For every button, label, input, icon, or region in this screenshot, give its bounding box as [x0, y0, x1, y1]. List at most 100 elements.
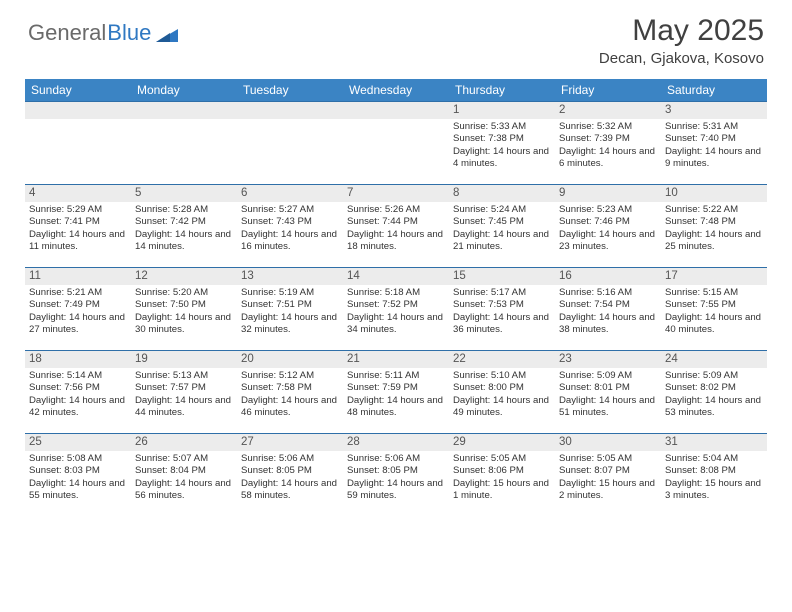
cell-content: Sunrise: 5:05 AMSunset: 8:06 PMDaylight:…: [449, 451, 555, 507]
sunrise-text: Sunrise: 5:11 AM: [347, 370, 445, 382]
cell-content: Sunrise: 5:14 AMSunset: 7:56 PMDaylight:…: [25, 368, 131, 424]
calendar-cell: [237, 102, 343, 184]
calendar-week: 4Sunrise: 5:29 AMSunset: 7:41 PMDaylight…: [25, 184, 767, 267]
brand-logo: GeneralBlue: [28, 20, 178, 46]
daylight-text: Daylight: 15 hours and 1 minute.: [453, 478, 551, 503]
calendar-cell: 11Sunrise: 5:21 AMSunset: 7:49 PMDayligh…: [25, 268, 131, 350]
calendar-cell: 26Sunrise: 5:07 AMSunset: 8:04 PMDayligh…: [131, 434, 237, 516]
cell-content: Sunrise: 5:16 AMSunset: 7:54 PMDaylight:…: [555, 285, 661, 341]
cell-content: Sunrise: 5:20 AMSunset: 7:50 PMDaylight:…: [131, 285, 237, 341]
sunset-text: Sunset: 7:57 PM: [135, 382, 233, 394]
daylight-text: Daylight: 14 hours and 23 minutes.: [559, 229, 657, 254]
day-number: 7: [343, 185, 449, 202]
calendar-cell: 24Sunrise: 5:09 AMSunset: 8:02 PMDayligh…: [661, 351, 767, 433]
day-number: [237, 102, 343, 119]
calendar-cell: 7Sunrise: 5:26 AMSunset: 7:44 PMDaylight…: [343, 185, 449, 267]
day-header: Friday: [555, 79, 661, 101]
calendar-cell: 18Sunrise: 5:14 AMSunset: 7:56 PMDayligh…: [25, 351, 131, 433]
cell-content: Sunrise: 5:29 AMSunset: 7:41 PMDaylight:…: [25, 202, 131, 258]
daylight-text: Daylight: 14 hours and 4 minutes.: [453, 146, 551, 171]
sunrise-text: Sunrise: 5:14 AM: [29, 370, 127, 382]
sunset-text: Sunset: 7:50 PM: [135, 299, 233, 311]
sunset-text: Sunset: 7:52 PM: [347, 299, 445, 311]
sunset-text: Sunset: 7:45 PM: [453, 216, 551, 228]
calendar-cell: 30Sunrise: 5:05 AMSunset: 8:07 PMDayligh…: [555, 434, 661, 516]
sunrise-text: Sunrise: 5:06 AM: [241, 453, 339, 465]
day-number: 30: [555, 434, 661, 451]
cell-content: Sunrise: 5:10 AMSunset: 8:00 PMDaylight:…: [449, 368, 555, 424]
day-number: 16: [555, 268, 661, 285]
calendar-cell: 25Sunrise: 5:08 AMSunset: 8:03 PMDayligh…: [25, 434, 131, 516]
sunset-text: Sunset: 7:40 PM: [665, 133, 763, 145]
day-number: 17: [661, 268, 767, 285]
sunset-text: Sunset: 7:56 PM: [29, 382, 127, 394]
sunrise-text: Sunrise: 5:16 AM: [559, 287, 657, 299]
sunset-text: Sunset: 7:49 PM: [29, 299, 127, 311]
sunset-text: Sunset: 7:54 PM: [559, 299, 657, 311]
cell-content: Sunrise: 5:13 AMSunset: 7:57 PMDaylight:…: [131, 368, 237, 424]
brand-part2: Blue: [107, 20, 151, 46]
calendar-cell: 12Sunrise: 5:20 AMSunset: 7:50 PMDayligh…: [131, 268, 237, 350]
daylight-text: Daylight: 15 hours and 3 minutes.: [665, 478, 763, 503]
sunset-text: Sunset: 7:59 PM: [347, 382, 445, 394]
calendar-cell: 16Sunrise: 5:16 AMSunset: 7:54 PMDayligh…: [555, 268, 661, 350]
daylight-text: Daylight: 14 hours and 44 minutes.: [135, 395, 233, 420]
cell-content: Sunrise: 5:21 AMSunset: 7:49 PMDaylight:…: [25, 285, 131, 341]
day-number: 12: [131, 268, 237, 285]
sunrise-text: Sunrise: 5:32 AM: [559, 121, 657, 133]
day-number: 10: [661, 185, 767, 202]
sunset-text: Sunset: 8:05 PM: [347, 465, 445, 477]
sunrise-text: Sunrise: 5:12 AM: [241, 370, 339, 382]
daylight-text: Daylight: 14 hours and 11 minutes.: [29, 229, 127, 254]
cell-content: Sunrise: 5:08 AMSunset: 8:03 PMDaylight:…: [25, 451, 131, 507]
calendar-week: 25Sunrise: 5:08 AMSunset: 8:03 PMDayligh…: [25, 433, 767, 516]
sunset-text: Sunset: 8:03 PM: [29, 465, 127, 477]
daylight-text: Daylight: 14 hours and 48 minutes.: [347, 395, 445, 420]
day-number: 3: [661, 102, 767, 119]
day-number: 21: [343, 351, 449, 368]
sunrise-text: Sunrise: 5:05 AM: [453, 453, 551, 465]
sunset-text: Sunset: 8:07 PM: [559, 465, 657, 477]
daylight-text: Daylight: 14 hours and 27 minutes.: [29, 312, 127, 337]
sunrise-text: Sunrise: 5:21 AM: [29, 287, 127, 299]
cell-content: Sunrise: 5:15 AMSunset: 7:55 PMDaylight:…: [661, 285, 767, 341]
sunrise-text: Sunrise: 5:24 AM: [453, 204, 551, 216]
cell-content: Sunrise: 5:09 AMSunset: 8:01 PMDaylight:…: [555, 368, 661, 424]
cell-content: Sunrise: 5:12 AMSunset: 7:58 PMDaylight:…: [237, 368, 343, 424]
sunrise-text: Sunrise: 5:33 AM: [453, 121, 551, 133]
cell-content: Sunrise: 5:32 AMSunset: 7:39 PMDaylight:…: [555, 119, 661, 175]
daylight-text: Daylight: 14 hours and 21 minutes.: [453, 229, 551, 254]
sunrise-text: Sunrise: 5:17 AM: [453, 287, 551, 299]
cell-content: Sunrise: 5:05 AMSunset: 8:07 PMDaylight:…: [555, 451, 661, 507]
day-header-row: SundayMondayTuesdayWednesdayThursdayFrid…: [25, 79, 767, 101]
day-number: 4: [25, 185, 131, 202]
calendar-cell: 29Sunrise: 5:05 AMSunset: 8:06 PMDayligh…: [449, 434, 555, 516]
brand-part1: General: [28, 20, 106, 46]
sunrise-text: Sunrise: 5:27 AM: [241, 204, 339, 216]
calendar-cell: 28Sunrise: 5:06 AMSunset: 8:05 PMDayligh…: [343, 434, 449, 516]
calendar-cell: [131, 102, 237, 184]
sunrise-text: Sunrise: 5:04 AM: [665, 453, 763, 465]
day-header: Monday: [131, 79, 237, 101]
daylight-text: Daylight: 14 hours and 36 minutes.: [453, 312, 551, 337]
cell-content: Sunrise: 5:23 AMSunset: 7:46 PMDaylight:…: [555, 202, 661, 258]
cell-content: Sunrise: 5:04 AMSunset: 8:08 PMDaylight:…: [661, 451, 767, 507]
calendar-grid: SundayMondayTuesdayWednesdayThursdayFrid…: [25, 79, 767, 516]
cell-content: Sunrise: 5:24 AMSunset: 7:45 PMDaylight:…: [449, 202, 555, 258]
day-number: 26: [131, 434, 237, 451]
daylight-text: Daylight: 15 hours and 2 minutes.: [559, 478, 657, 503]
sunset-text: Sunset: 7:51 PM: [241, 299, 339, 311]
calendar-week: 11Sunrise: 5:21 AMSunset: 7:49 PMDayligh…: [25, 267, 767, 350]
day-number: 6: [237, 185, 343, 202]
day-header: Sunday: [25, 79, 131, 101]
sunrise-text: Sunrise: 5:22 AM: [665, 204, 763, 216]
cell-content: Sunrise: 5:27 AMSunset: 7:43 PMDaylight:…: [237, 202, 343, 258]
cell-content: Sunrise: 5:11 AMSunset: 7:59 PMDaylight:…: [343, 368, 449, 424]
cell-content: Sunrise: 5:17 AMSunset: 7:53 PMDaylight:…: [449, 285, 555, 341]
calendar-cell: [25, 102, 131, 184]
sunrise-text: Sunrise: 5:05 AM: [559, 453, 657, 465]
cell-content: Sunrise: 5:28 AMSunset: 7:42 PMDaylight:…: [131, 202, 237, 258]
calendar-cell: 5Sunrise: 5:28 AMSunset: 7:42 PMDaylight…: [131, 185, 237, 267]
day-number: 18: [25, 351, 131, 368]
cell-content: Sunrise: 5:31 AMSunset: 7:40 PMDaylight:…: [661, 119, 767, 175]
